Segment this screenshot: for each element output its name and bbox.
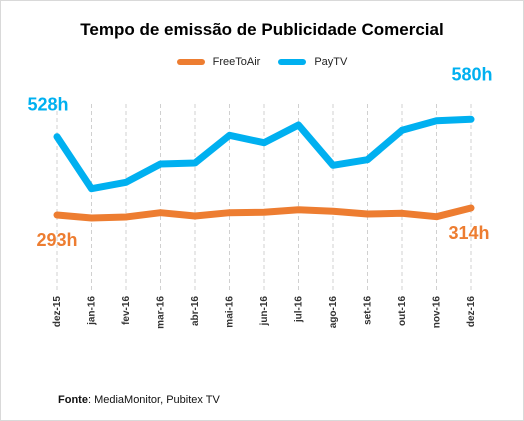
legend-item-freetoair: FreeToAir [176, 56, 261, 68]
data-point [194, 162, 196, 164]
source-text: : MediaMonitor, Pubitex TV [87, 394, 220, 406]
x-tick-label: jun-16 [259, 296, 270, 327]
data-point [91, 188, 92, 190]
data-point [470, 207, 472, 209]
grid-layer [56, 104, 472, 292]
x-tick-label: dez-15 [52, 296, 63, 328]
legend-swatch-paytv [278, 59, 307, 65]
end-label-freetoair: 314h [448, 223, 489, 243]
chart-legend: FreeToAir PayTV [0, 56, 524, 68]
data-point [56, 136, 58, 138]
x-tick-label: jan-16 [87, 296, 98, 326]
data-point [229, 134, 230, 136]
data-point [436, 216, 437, 218]
legend-item-paytv: PayTV [278, 56, 347, 68]
x-tick-label: nov-16 [432, 296, 443, 329]
x-tick-label: fev-16 [121, 296, 132, 325]
data-point [160, 212, 161, 214]
data-point [263, 211, 265, 213]
data-point [367, 159, 368, 161]
x-tick-label: jul-16 [294, 296, 305, 324]
data-point [56, 214, 58, 216]
x-tick-label: dez-16 [466, 296, 477, 328]
data-point [401, 212, 403, 214]
data-point [367, 213, 368, 215]
x-tick-label: out-16 [397, 296, 408, 326]
x-tick-label: ago-16 [328, 296, 339, 329]
x-tick-label: set-16 [363, 296, 374, 325]
data-point [332, 210, 334, 212]
data-point [160, 163, 161, 165]
data-point [194, 215, 196, 217]
legend-swatch-freetoair [176, 59, 205, 65]
data-point [91, 217, 92, 219]
label-layer: 293h 314h 528h 580h [27, 64, 492, 250]
data-point [470, 118, 472, 120]
x-tick-label: mai-16 [225, 296, 236, 328]
legend-label-paytv: PayTV [314, 56, 348, 68]
data-point [436, 120, 437, 122]
start-label-paytv: 528h [27, 95, 68, 115]
source-label: Fonte [58, 394, 88, 406]
data-point [125, 216, 127, 218]
legend-label-freetoair: FreeToAir [212, 56, 261, 68]
data-point [125, 181, 127, 183]
series-layer [53, 115, 475, 222]
data-point [263, 142, 265, 144]
data-point [298, 209, 299, 211]
tick-layer: dez-15 jan-16 fev-16 mar-16 abr-16 mai-16 jun-… [52, 296, 477, 329]
data-point [401, 129, 403, 131]
start-label-freetoair: 293h [36, 230, 77, 250]
x-tick-label: mar-16 [156, 296, 167, 329]
data-point [298, 124, 299, 126]
x-tick-label: abr-16 [190, 296, 201, 326]
end-label-paytv: 580h [451, 64, 492, 84]
data-point [229, 212, 230, 214]
source-note: Fonte: MediaMonitor, Pubitex TV [58, 394, 220, 406]
data-point [332, 164, 334, 166]
chart-title: Tempo de emissão de Publicidade Comercia… [80, 20, 444, 39]
